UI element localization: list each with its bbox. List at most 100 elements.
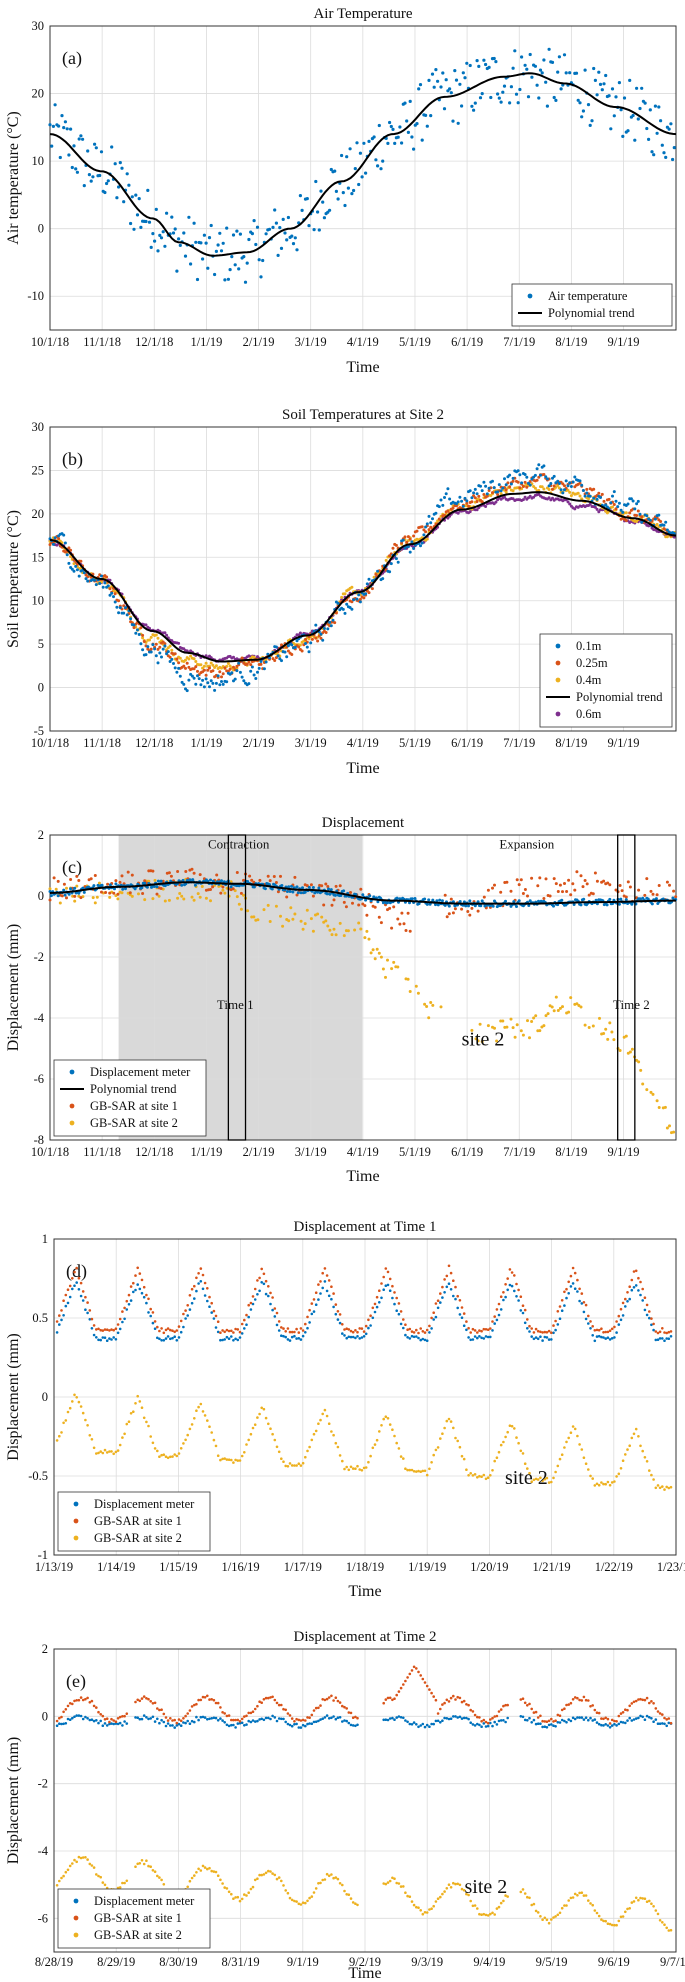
data-point	[502, 1704, 505, 1708]
data-point	[419, 1338, 423, 1342]
data-point	[62, 126, 66, 130]
data-point	[147, 879, 151, 883]
data-point	[378, 1430, 381, 1433]
data-point	[367, 1318, 370, 1322]
data-point	[303, 890, 307, 894]
data-point	[478, 1912, 481, 1916]
data-point	[456, 1294, 460, 1298]
data-point	[163, 642, 167, 646]
data-point	[262, 667, 266, 671]
data-point	[58, 1879, 61, 1883]
data-point	[178, 674, 182, 678]
data-point	[136, 1698, 139, 1702]
y-tick-label: -5	[34, 724, 44, 738]
data-point	[55, 1724, 59, 1727]
data-point	[319, 1704, 322, 1707]
data-point	[91, 896, 95, 900]
data-point	[189, 654, 193, 658]
x-tick-label: 1/14/19	[97, 1560, 135, 1574]
data-point	[430, 1461, 433, 1464]
data-point	[425, 1339, 429, 1342]
data-point	[79, 896, 83, 900]
data-point	[186, 1304, 189, 1307]
data-point	[516, 469, 520, 473]
data-point	[56, 879, 60, 883]
data-point	[499, 1443, 503, 1447]
data-point	[480, 1725, 483, 1728]
data-point	[446, 509, 450, 513]
data-point	[410, 1468, 414, 1472]
data-point	[209, 661, 213, 665]
data-point	[478, 1335, 481, 1338]
data-point	[258, 878, 262, 882]
data-point	[97, 1338, 100, 1342]
x-axis-label: Time	[346, 760, 379, 777]
data-point	[461, 71, 465, 75]
data-point	[240, 1717, 244, 1721]
data-point	[453, 69, 457, 73]
data-point	[253, 1298, 257, 1301]
data-point	[497, 483, 501, 487]
data-point	[92, 1333, 96, 1337]
series-layer	[55, 1665, 673, 1932]
data-point	[156, 636, 160, 640]
data-point	[408, 1722, 412, 1726]
data-point	[667, 1721, 671, 1725]
data-point	[180, 680, 184, 684]
data-point	[568, 71, 572, 75]
data-point	[540, 71, 544, 75]
x-tick-label: 7/1/19	[503, 1145, 535, 1159]
data-point	[324, 919, 328, 923]
data-point	[441, 503, 445, 507]
data-point	[415, 122, 419, 126]
data-point	[632, 1270, 636, 1273]
data-point	[286, 1327, 290, 1330]
data-point	[591, 1704, 594, 1707]
x-tick-label: 10/1/18	[31, 335, 69, 349]
data-point	[630, 1288, 634, 1292]
data-point	[234, 1327, 237, 1331]
data-point	[528, 1716, 531, 1720]
data-point	[347, 1328, 351, 1331]
data-point	[214, 1716, 218, 1720]
data-point	[491, 1469, 494, 1472]
data-point	[114, 882, 118, 886]
data-point	[140, 1291, 144, 1295]
data-point	[63, 893, 67, 897]
data-point	[480, 1720, 483, 1723]
data-point	[587, 1718, 590, 1722]
data-point	[609, 501, 613, 505]
data-point	[386, 1881, 390, 1884]
data-point	[539, 1722, 542, 1725]
data-point	[124, 887, 127, 891]
legend-swatch	[73, 1915, 79, 1921]
data-point	[221, 1882, 224, 1885]
data-point	[310, 637, 314, 641]
data-point	[185, 689, 189, 693]
data-point	[415, 529, 419, 533]
data-point	[273, 659, 277, 662]
data-point	[652, 1478, 655, 1481]
data-point	[486, 1724, 490, 1728]
data-point	[489, 1912, 492, 1916]
data-point	[145, 1420, 148, 1424]
data-point	[586, 103, 591, 107]
data-point	[377, 123, 381, 128]
data-point	[141, 636, 145, 640]
data-point	[562, 53, 567, 57]
data-point	[439, 1292, 442, 1295]
data-point	[606, 881, 610, 885]
data-point	[342, 889, 346, 893]
data-point	[526, 1318, 529, 1321]
data-point	[410, 135, 414, 139]
data-point	[626, 1300, 629, 1303]
data-point	[423, 897, 427, 901]
data-point	[93, 142, 97, 146]
data-point	[334, 1303, 338, 1306]
data-point	[587, 1699, 590, 1702]
data-point	[628, 1050, 632, 1054]
data-point	[245, 1723, 248, 1726]
data-point	[486, 888, 490, 892]
data-point	[238, 1330, 242, 1334]
